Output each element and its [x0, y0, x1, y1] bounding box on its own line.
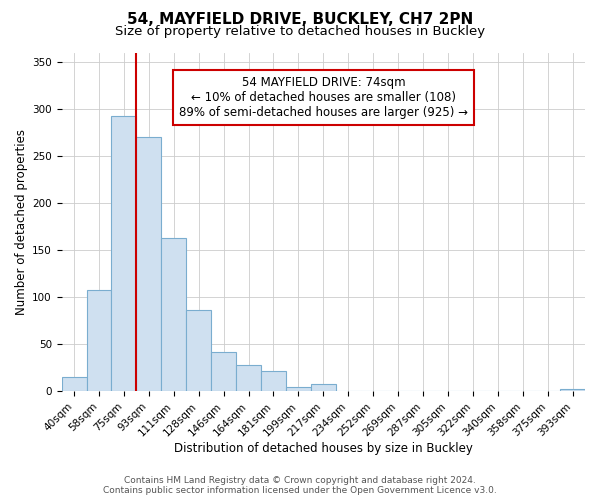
- Bar: [286, 386, 311, 392]
- Text: Size of property relative to detached houses in Buckley: Size of property relative to detached ho…: [115, 25, 485, 38]
- Bar: [112, 116, 136, 392]
- Text: 54 MAYFIELD DRIVE: 74sqm
← 10% of detached houses are smaller (108)
89% of semi-: 54 MAYFIELD DRIVE: 74sqm ← 10% of detach…: [179, 76, 468, 119]
- Bar: [236, 365, 261, 392]
- Y-axis label: Number of detached properties: Number of detached properties: [15, 129, 28, 315]
- Bar: [211, 352, 236, 392]
- Bar: [261, 372, 286, 392]
- Bar: [62, 377, 86, 392]
- Text: 54, MAYFIELD DRIVE, BUCKLEY, CH7 2PN: 54, MAYFIELD DRIVE, BUCKLEY, CH7 2PN: [127, 12, 473, 28]
- Text: Contains HM Land Registry data © Crown copyright and database right 2024.
Contai: Contains HM Land Registry data © Crown c…: [103, 476, 497, 495]
- X-axis label: Distribution of detached houses by size in Buckley: Distribution of detached houses by size …: [174, 442, 473, 455]
- Bar: [86, 290, 112, 392]
- Bar: [560, 390, 585, 392]
- Bar: [136, 137, 161, 392]
- Bar: [161, 238, 186, 392]
- Bar: [311, 384, 336, 392]
- Bar: [186, 310, 211, 392]
